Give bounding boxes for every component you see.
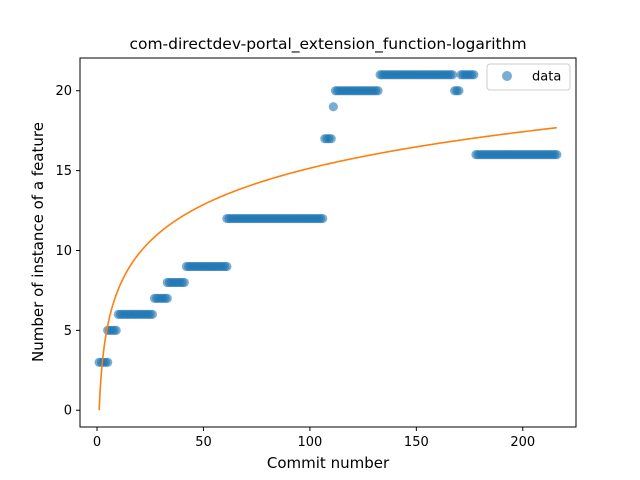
- x-tick-label: 0: [93, 435, 101, 450]
- data-point: [373, 86, 383, 96]
- y-tick-label: 0: [64, 404, 72, 419]
- data-point: [179, 277, 189, 288]
- y-tick-label: 15: [55, 164, 72, 179]
- data-point: [318, 213, 328, 224]
- data-point: [454, 86, 464, 96]
- legend-marker: [502, 71, 512, 81]
- data-point: [326, 134, 336, 144]
- x-tick-label: 200: [510, 435, 535, 450]
- x-tick-label: 50: [195, 435, 212, 450]
- y-axis-label: Number of instance of a feature: [29, 122, 47, 362]
- x-axis: 0 50 100 150 200: [93, 427, 535, 450]
- x-tick-label: 150: [404, 435, 429, 450]
- y-tick-label: 20: [55, 84, 72, 99]
- legend-box: [486, 63, 571, 91]
- plot-area: [94, 70, 562, 411]
- y-tick-label: 5: [64, 324, 72, 339]
- x-axis-label: Commit number: [267, 454, 390, 472]
- data-point: [328, 102, 338, 112]
- data-point: [103, 357, 113, 367]
- chart-title: com-directdev-portal_extension_function-…: [129, 35, 526, 54]
- data-point: [147, 309, 157, 319]
- y-axis: 0 5 10 15 20: [55, 84, 80, 419]
- data-point: [111, 325, 121, 335]
- x-tick-label: 100: [297, 435, 322, 450]
- data-series: [94, 70, 562, 367]
- data-point: [447, 70, 458, 80]
- legend: data: [486, 63, 571, 91]
- y-tick-label: 10: [55, 244, 72, 259]
- legend-label: data: [532, 70, 561, 85]
- data-point: [552, 150, 562, 160]
- fit-line: [98, 126, 557, 411]
- data-point: [222, 261, 232, 272]
- plot-frame: [79, 57, 577, 428]
- data-point: [162, 293, 172, 304]
- data-point: [469, 70, 479, 80]
